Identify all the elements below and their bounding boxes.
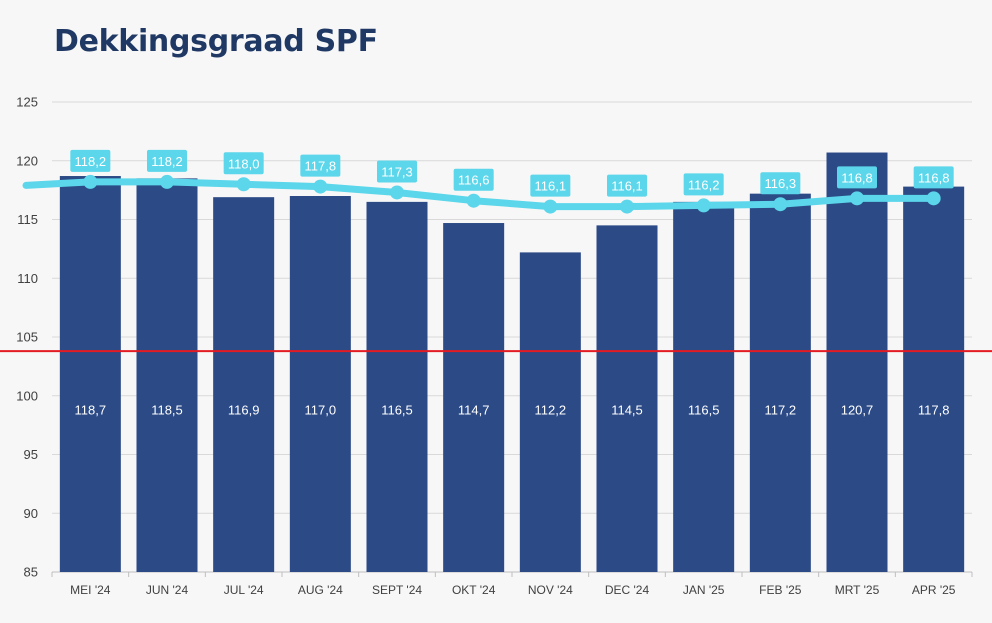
line-point [83,174,98,189]
y-tick-label: 90 [24,506,38,521]
bar-value-label: 114,7 [458,403,490,418]
x-tick-label: FEB '25 [759,583,802,597]
line-value-label: 118,0 [228,156,260,171]
line-value-label: 116,2 [688,177,720,192]
y-tick-label: 120 [16,153,38,168]
line-point [696,198,711,213]
line-point [236,177,251,192]
y-tick-label: 115 [17,212,38,227]
line-point [773,197,788,212]
bar [289,196,351,572]
line-point [466,193,481,208]
bar-value-label: 118,7 [75,403,107,418]
line-label-box [683,173,724,196]
line-value-label: 116,8 [918,170,950,185]
bar [213,197,275,573]
bar-value-label: 112,2 [535,403,567,418]
x-tick-label: JUL '24 [224,583,264,597]
bar [136,178,198,572]
line-point [543,199,558,214]
bar [749,193,811,572]
bar-value-label: 118,5 [151,403,183,418]
bar [903,186,965,572]
line-value-label: 118,2 [151,154,183,169]
bar [443,223,505,572]
x-tick-label: JUN '24 [146,583,189,597]
bar-value-label: 117,0 [305,403,337,418]
bar-value-label: 120,7 [841,403,874,418]
line-label-box [377,160,417,183]
y-tick-label: 105 [16,330,38,345]
x-tick-label: MEI '24 [70,583,111,597]
x-tick-label: SEPT '24 [372,583,422,597]
line-label-box [453,168,494,191]
line-value-label: 118,2 [75,154,107,169]
line-point [850,191,864,206]
bar-value-label: 116,5 [381,403,413,418]
x-tick-label: MRT '25 [835,583,880,597]
x-tick-label: OKT '24 [452,583,496,597]
line-value-label: 116,1 [535,179,567,194]
y-tick-label: 125 [16,95,38,110]
line-label-box [300,154,341,177]
x-tick-label: AUG '24 [298,583,343,597]
bar [673,201,735,572]
line-label-box [70,149,111,172]
line-point [390,185,404,200]
bar-value-label: 114,5 [611,403,643,418]
bar-value-label: 117,2 [765,403,797,418]
bar-value-label: 116,5 [688,403,720,418]
x-tick-label: NOV '24 [528,583,573,597]
bar [826,152,888,572]
line-label-box [607,174,647,197]
y-tick-label: 100 [16,388,38,403]
bar-value-label: 117,8 [918,403,950,418]
line-point [926,191,941,206]
y-tick-label: 85 [24,565,38,580]
line-value-label: 116,3 [765,176,797,191]
line-value-label: 116,8 [841,170,873,185]
bar [519,252,581,572]
bar [366,201,428,572]
y-tick-label: 95 [24,447,38,462]
x-tick-label: DEC '24 [605,583,650,597]
line-label-box [223,152,264,175]
line-point [620,199,634,214]
line-value-label: 116,1 [611,179,643,194]
line-value-label: 117,3 [381,164,413,179]
line-value-label: 116,6 [458,173,490,188]
x-tick-label: APR '25 [912,583,956,597]
line-label-box [760,172,801,195]
line-point [160,174,174,189]
line-value-label: 117,8 [305,159,337,174]
line-label-box [147,149,187,172]
line-label-box [913,166,954,189]
x-tick-label: JAN '25 [683,583,725,597]
chart-title: Dekkingsgraad SPF [54,24,378,59]
y-tick-label: 110 [17,271,38,286]
bar-value-label: 116,9 [228,403,260,418]
line-label-box [530,174,571,197]
bar [596,225,658,572]
bar [59,176,121,572]
line-point [313,179,328,194]
line-label-box [837,166,877,189]
